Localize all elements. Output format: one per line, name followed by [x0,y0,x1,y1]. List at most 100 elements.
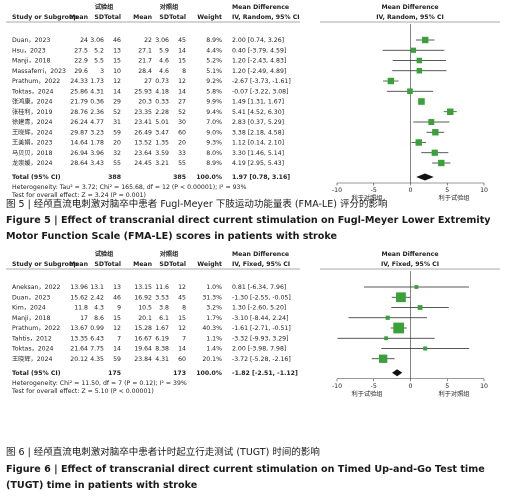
effect-label: -2.67 [-3.73, -1.61] [232,78,291,85]
study-name: Kim，2024 [12,305,46,312]
weight: 8.9% [206,37,222,44]
effect-label: 3.30 [1.46, 5.14] [232,150,284,157]
table-cell: 7.75 [90,346,104,353]
column-header: Study or Subgroup [12,261,78,268]
study-name: Toktas，2024 [11,88,54,95]
table-cell: 12 [113,78,121,85]
effect-label: -3.32 [-9.93, 3.29] [232,335,289,342]
column-header: Weight [197,14,222,21]
table-cell: 23.41 [134,119,152,126]
x-tick-label: -5 [371,187,377,194]
favours-right: 利于试验组 [439,194,470,202]
table-cell: 8 [182,68,186,75]
table-cell: 16.92 [134,294,152,301]
table-cell: 3.21 [155,160,169,167]
weight: 9.0% [206,129,222,136]
table-cell: 29 [113,99,121,106]
table-cell: 24.33 [70,78,88,85]
table-cell: 2.28 [155,109,169,116]
weight: 5.2% [206,58,222,65]
table-cell: 3.43 [90,160,104,167]
total-effect: -1.82 [-2.51, -1.12] [232,370,298,377]
x-tick-label: 0 [409,383,413,390]
weight: 4.4% [206,47,222,54]
effect-square [415,139,422,146]
table-cell: 5.5 [94,58,104,65]
table-cell: 0.73 [155,78,169,85]
effect-label: 1.49 [1.31, 1.67] [232,99,284,106]
table-cell: 14 [178,346,186,353]
effect-square [417,305,423,310]
table-cell: 52 [113,109,121,116]
table-cell: 15 [113,58,121,65]
table-cell: 15.62 [70,294,88,301]
x-tick-label: -10 [332,383,342,390]
favours-left: 利于试验组 [352,390,383,398]
effect-label: 1.30 [-2.60, 5.20] [232,305,286,312]
table-cell: 52 [178,109,186,116]
table-cell: 21.7 [138,58,152,65]
table-cell: 4.18 [155,88,169,95]
table-cell: 27 [144,78,152,85]
table-cell: 12 [113,325,121,332]
caption-en: Figure 6 | Effect of transcranial direct… [6,464,485,491]
study-name: Hsu，2023 [12,47,46,54]
table-cell: 14 [178,88,186,95]
effect-label: 3.38 [2.18, 4.58] [232,129,284,136]
summary-diamond [416,173,434,181]
table-cell: 6.1 [159,315,169,322]
table-cell: 13.52 [134,140,152,147]
table-cell: 13.1 [90,284,104,291]
total-weight: 100.0% [196,370,222,377]
header-group: 对照组 [160,250,179,258]
column-header: Study or Subgroup [12,14,78,21]
effect-square [428,119,435,125]
study-name: 徐建青，2024 [12,118,53,126]
table-cell: 14.64 [70,140,88,147]
table-cell: 26.24 [70,119,88,126]
effect-square [387,77,395,85]
weight: 31.3% [202,294,222,301]
total-n: 173 [173,370,186,377]
table-cell: 9 [117,305,121,312]
table-cell: 30 [178,119,186,126]
table-cell: 4.31 [155,356,169,363]
table-cell: 14 [178,47,186,54]
table-cell: 24.45 [134,160,152,167]
x-tick-label: 10 [480,187,488,194]
weight: 9.2% [206,78,222,85]
weight: 5.8% [206,88,222,95]
table-cell: 29.87 [70,129,88,136]
weight: 3.2% [206,305,222,312]
weight: 40.3% [202,325,222,332]
total-label: Total (95% CI) [12,370,61,377]
effect-label: 1.12 [0.14, 2.10] [232,140,284,147]
favours-right: 利于对照组 [439,390,470,398]
table-cell: 14 [113,346,121,353]
weight: 9.9% [206,99,222,106]
header-group: Mean Difference [381,4,438,11]
table-cell: 3.23 [90,129,104,136]
effect-square [396,292,406,303]
table-cell: 12 [178,78,186,85]
table-cell: 20.3 [138,99,152,106]
effect-label: 2.83 [0.37, 5.29] [232,119,284,126]
table-cell: 7 [182,335,186,342]
effect-label: 2.00 [-3.98, 7.98] [232,346,286,353]
effect-label: 1.20 [-2.49, 4.89] [232,68,286,75]
table-cell: 59 [113,356,121,363]
table-cell: 20 [178,140,186,147]
table-cell: 22 [144,37,152,44]
table-cell: 11.8 [74,305,88,312]
effect-square [438,159,445,167]
study-name: 张鸿康，2024 [12,98,53,106]
table-cell: 4.35 [90,356,104,363]
table-cell: 5.01 [155,119,169,126]
study-name: Prathum，2022 [12,325,60,332]
table-cell: 59 [113,129,121,136]
study-name: Prathum，2022 [12,78,60,85]
table-cell: 0.99 [90,325,104,332]
effect-label: -0.07 [-3.22, 3.08] [232,88,289,95]
table-cell: 31 [113,119,121,126]
total-n: 388 [108,174,121,181]
